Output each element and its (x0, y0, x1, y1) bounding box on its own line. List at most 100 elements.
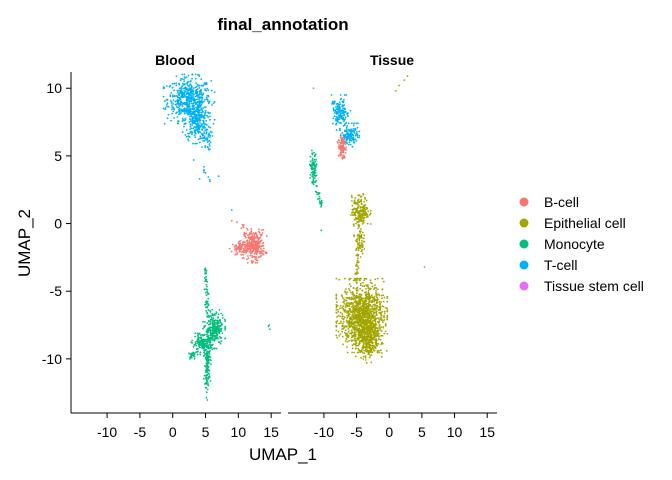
point (190, 356, 193, 359)
point (214, 321, 217, 324)
point (212, 324, 214, 327)
point (341, 315, 344, 317)
point (174, 100, 177, 103)
point (348, 330, 350, 333)
point (203, 345, 206, 348)
point (261, 232, 264, 234)
point (374, 322, 377, 325)
point (162, 95, 165, 98)
point (346, 310, 348, 312)
point (247, 247, 250, 250)
point (201, 342, 204, 345)
point (198, 84, 201, 87)
point (201, 111, 203, 114)
cluster-blood-monocyte-12 (203, 267, 210, 314)
point (373, 346, 376, 348)
point (369, 305, 371, 307)
point (361, 215, 364, 218)
point (262, 229, 265, 231)
point (366, 285, 368, 287)
point (342, 309, 345, 311)
point (253, 234, 256, 237)
point (234, 244, 237, 247)
point (171, 112, 174, 115)
point (370, 344, 372, 347)
point (204, 145, 207, 147)
point (352, 279, 355, 282)
point (182, 82, 184, 85)
point (349, 308, 352, 310)
point (350, 139, 353, 142)
point (381, 305, 384, 308)
point (337, 310, 340, 313)
point (347, 335, 350, 337)
x-tick-label: 10 (231, 424, 247, 440)
facet-label-blood: Blood (155, 52, 195, 68)
point (206, 114, 208, 117)
point (350, 291, 352, 294)
point (358, 317, 361, 320)
point (197, 113, 200, 115)
point (361, 349, 363, 351)
point (369, 209, 372, 212)
point (202, 93, 205, 96)
point (341, 132, 344, 134)
point (205, 303, 207, 306)
point (356, 318, 359, 320)
point (351, 334, 354, 337)
point (320, 199, 323, 202)
point (358, 136, 360, 139)
point (347, 115, 349, 117)
cluster-blood-b-cell-7 (240, 223, 247, 236)
point (348, 289, 351, 292)
point (340, 322, 342, 324)
point (238, 245, 241, 248)
point (380, 301, 382, 304)
point (344, 147, 346, 150)
point (317, 193, 320, 196)
point (380, 334, 383, 337)
legend-key-monocyte (519, 239, 529, 249)
point (336, 336, 338, 339)
point (254, 261, 257, 264)
point (334, 110, 337, 113)
point (345, 122, 348, 124)
point (258, 241, 261, 244)
point (362, 217, 364, 219)
point (363, 311, 366, 313)
point (354, 134, 357, 137)
point (342, 320, 345, 323)
point (246, 242, 249, 245)
point (356, 203, 359, 206)
point (343, 303, 346, 305)
x-tick-label: 15 (263, 424, 279, 440)
point (197, 347, 199, 350)
point (309, 173, 312, 176)
point (262, 247, 265, 250)
point (365, 300, 368, 303)
point (237, 248, 240, 250)
point (356, 126, 359, 129)
point (363, 206, 366, 208)
point (215, 347, 218, 350)
point (358, 308, 360, 310)
point (205, 300, 208, 302)
point (315, 163, 318, 166)
point (220, 312, 223, 315)
point (194, 110, 197, 112)
point (370, 310, 373, 313)
point (320, 201, 323, 204)
point (190, 132, 193, 135)
point (365, 361, 368, 364)
point (383, 332, 386, 335)
point (203, 117, 206, 120)
point (372, 326, 375, 329)
point (358, 194, 361, 197)
point (204, 386, 207, 389)
point (193, 99, 196, 102)
point (316, 193, 319, 196)
point (208, 148, 211, 151)
point (234, 248, 236, 251)
point (204, 106, 207, 109)
point (337, 118, 340, 120)
